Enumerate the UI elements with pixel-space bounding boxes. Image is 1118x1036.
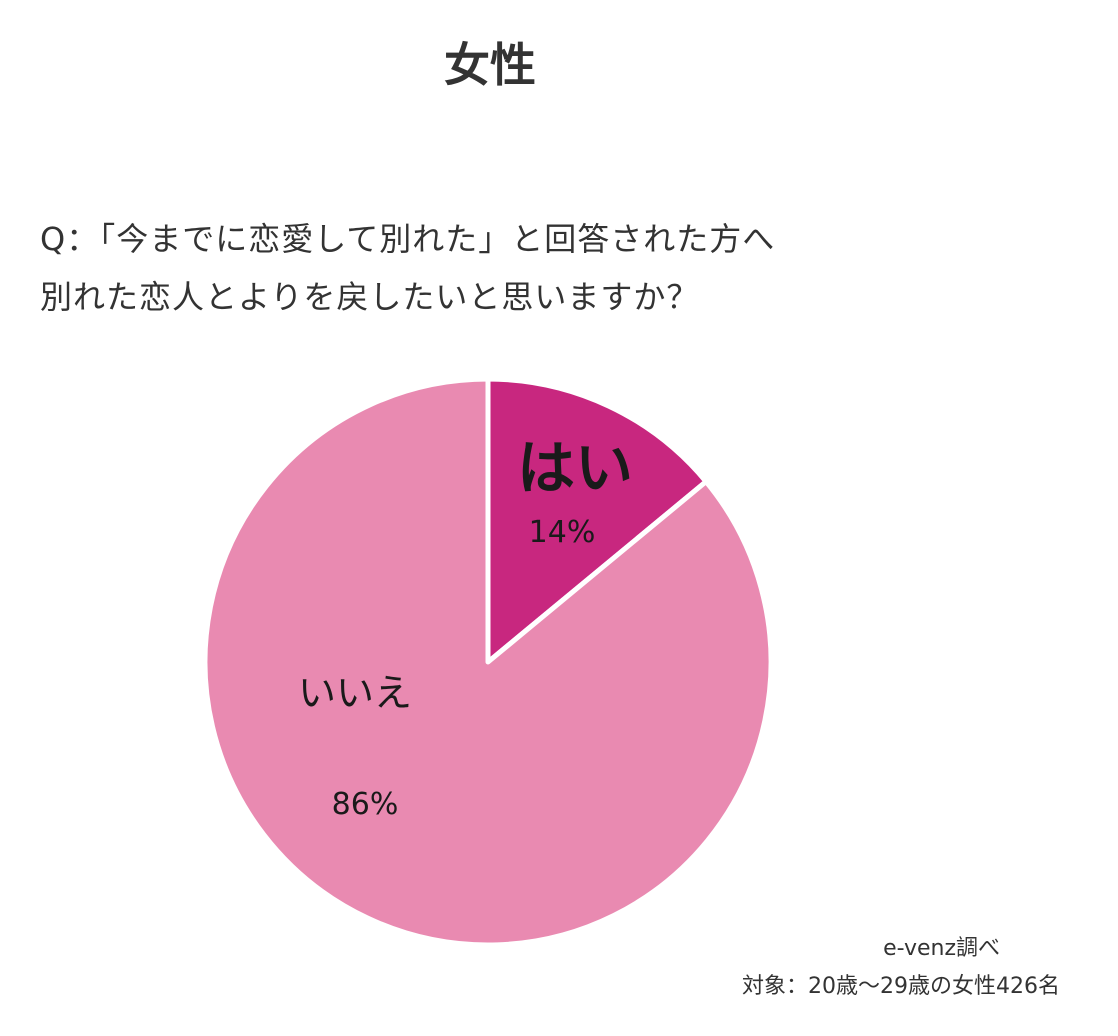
pie-labels: はい 14% いいえ 86% xyxy=(298,434,633,822)
slice-value-1: 14% xyxy=(529,515,596,550)
chart-title: 女性 xyxy=(444,38,536,92)
survey-credit: e-venz調べ 対象：20歳〜29歳の女性426名 xyxy=(742,930,1060,1006)
slice-label-2: いいえ xyxy=(298,671,412,715)
slice-label-1: はい xyxy=(517,434,633,502)
pie-slice-1 xyxy=(485,376,709,665)
pie-slices xyxy=(202,376,774,948)
credit-source: e-venz調べ xyxy=(883,936,1000,961)
slice-value-2: 86% xyxy=(332,787,399,822)
question-line-2: 別れた恋人とよりを戻したいと思いますか？ xyxy=(40,278,700,316)
question-line-1: Q：「今までに恋愛して別れた」と回答された方へ xyxy=(40,220,776,258)
credit-target: 対象：20歳〜29歳の女性426名 xyxy=(742,974,1060,999)
question-text: Q：「今までに恋愛して別れた」と回答された方へ 別れた恋人とよりを戻したいと思い… xyxy=(40,210,1100,326)
pie-slice-2 xyxy=(202,376,774,948)
